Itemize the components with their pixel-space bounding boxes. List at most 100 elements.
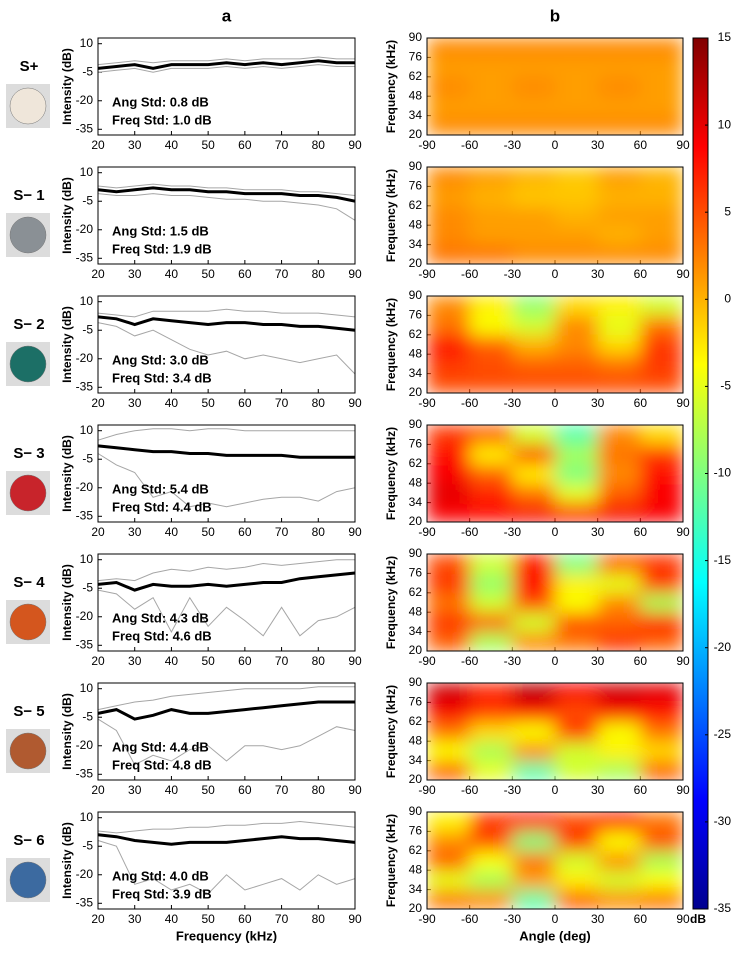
annotation: Ang Std: 4.3 dB bbox=[112, 610, 209, 625]
y-tick-label: 90 bbox=[409, 288, 423, 302]
heat-cell bbox=[555, 612, 599, 633]
heat-cell bbox=[640, 444, 683, 465]
heat-cell bbox=[469, 334, 513, 355]
heat-cell bbox=[469, 870, 513, 891]
heat-cell bbox=[469, 741, 513, 762]
heat-cell bbox=[512, 167, 556, 187]
heat-cell bbox=[640, 612, 683, 633]
x-tick-label: 90 bbox=[348, 783, 362, 797]
heat-cell bbox=[512, 186, 556, 207]
x-axis-label: Frequency (kHz) bbox=[176, 928, 277, 943]
row-label: S− 3 bbox=[13, 445, 44, 462]
x-tick-label: 70 bbox=[275, 525, 289, 539]
x-tick-label: -60 bbox=[461, 912, 479, 926]
heat-cell bbox=[597, 334, 641, 355]
annotation: Freq Std: 3.4 dB bbox=[112, 370, 212, 385]
y-tick-label: 48 bbox=[409, 217, 423, 231]
x-tick-label: 40 bbox=[165, 783, 179, 797]
heat-cell bbox=[469, 96, 513, 117]
heat-cell bbox=[640, 354, 683, 375]
y-axis-label: Frequency (kHz) bbox=[384, 685, 398, 778]
x-tick-label: 30 bbox=[591, 912, 605, 926]
heat-cell bbox=[427, 463, 471, 484]
x-tick-label: 70 bbox=[275, 912, 289, 926]
heat-cell bbox=[640, 205, 683, 226]
heat-cell bbox=[640, 76, 683, 97]
x-tick-label: 20 bbox=[91, 912, 105, 926]
heat-cell bbox=[640, 592, 683, 613]
y-tick-label: 90 bbox=[409, 417, 423, 431]
x-tick-label: 60 bbox=[238, 912, 252, 926]
series-line bbox=[97, 59, 355, 70]
heat-cell bbox=[469, 592, 513, 613]
heat-cell bbox=[640, 683, 683, 703]
y-tick-label: 10 bbox=[80, 552, 94, 566]
series-line bbox=[97, 571, 356, 592]
heat-cell bbox=[469, 244, 513, 264]
heat-cell bbox=[469, 483, 513, 504]
annotation: Ang Std: 4.0 dB bbox=[112, 868, 209, 883]
heat-cell bbox=[427, 296, 471, 316]
y-tick-label: -5 bbox=[82, 580, 93, 594]
heat-cell bbox=[597, 870, 641, 891]
heat-cell bbox=[555, 444, 599, 465]
heat-cell bbox=[512, 612, 556, 633]
heat-cell bbox=[512, 592, 556, 613]
x-tick-label: 60 bbox=[634, 912, 648, 926]
x-tick-label: 50 bbox=[201, 138, 215, 152]
colorbar-label: dB bbox=[690, 912, 706, 926]
y-tick-label: 10 bbox=[80, 423, 94, 437]
heat-cell bbox=[640, 373, 683, 393]
heat-cell bbox=[427, 244, 471, 264]
thumbnail bbox=[9, 87, 47, 125]
x-tick-label: 90 bbox=[676, 267, 690, 281]
x-tick-label: -30 bbox=[504, 267, 522, 281]
heat-cell bbox=[555, 354, 599, 375]
x-tick-label: 90 bbox=[676, 912, 690, 926]
heat-cell bbox=[469, 463, 513, 484]
y-axis-label: Intensity (dB) bbox=[60, 435, 74, 512]
row-label: S− 2 bbox=[13, 316, 44, 333]
colorbar-tick-label: 0 bbox=[724, 291, 731, 305]
x-tick-label: 30 bbox=[128, 912, 142, 926]
y-tick-label: 20 bbox=[409, 514, 423, 528]
heat-cell bbox=[555, 870, 599, 891]
heat-cell bbox=[512, 573, 556, 594]
heat-cell bbox=[555, 115, 599, 135]
heat-cell bbox=[640, 760, 683, 780]
heat-cell bbox=[555, 554, 599, 574]
x-tick-label: 40 bbox=[165, 525, 179, 539]
y-tick-label: -35 bbox=[76, 508, 94, 522]
heat-cell bbox=[640, 483, 683, 504]
y-tick-label: -35 bbox=[76, 637, 94, 651]
heat-cell bbox=[597, 225, 641, 246]
series-line bbox=[97, 833, 356, 846]
heat-cell bbox=[640, 741, 683, 762]
heatmap bbox=[427, 296, 683, 393]
y-tick-label: 76 bbox=[409, 50, 423, 64]
heat-cell bbox=[427, 483, 471, 504]
x-tick-label: 50 bbox=[201, 396, 215, 410]
x-tick-label: 90 bbox=[676, 654, 690, 668]
heat-cell bbox=[597, 373, 641, 393]
axes-border bbox=[426, 166, 684, 265]
colorbar-tick-label: -30 bbox=[714, 814, 732, 828]
heat-cell bbox=[640, 702, 683, 723]
heat-cell bbox=[640, 296, 683, 316]
heat-cell bbox=[640, 244, 683, 264]
axes-border bbox=[426, 553, 684, 652]
x-tick-label: 60 bbox=[634, 138, 648, 152]
heat-cell bbox=[597, 76, 641, 97]
heat-cell bbox=[555, 186, 599, 207]
x-tick-label: -90 bbox=[418, 525, 436, 539]
series-line bbox=[97, 186, 356, 203]
x-tick-label: 50 bbox=[201, 783, 215, 797]
heat-cell bbox=[427, 167, 471, 187]
series-line bbox=[97, 718, 356, 766]
x-tick-label: 0 bbox=[552, 654, 559, 668]
heat-cell bbox=[512, 889, 556, 909]
heat-cell bbox=[469, 115, 513, 135]
heat-cell bbox=[597, 315, 641, 336]
heat-cell bbox=[640, 334, 683, 355]
heat-cell bbox=[555, 889, 599, 909]
